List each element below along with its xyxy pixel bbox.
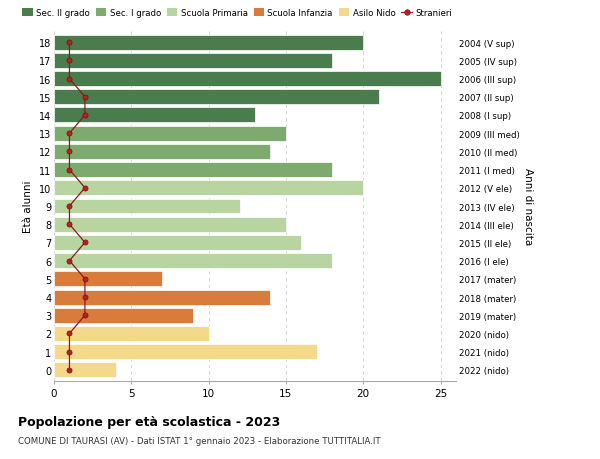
Point	[80, 275, 90, 283]
Text: Popolazione per età scolastica - 2023: Popolazione per età scolastica - 2023	[18, 415, 280, 428]
Point	[65, 57, 74, 65]
Bar	[54, 145, 271, 159]
Bar	[54, 363, 116, 377]
Bar	[54, 72, 440, 87]
Point	[65, 148, 74, 156]
Bar	[54, 308, 193, 323]
Bar	[54, 290, 271, 305]
Point	[65, 167, 74, 174]
Point	[65, 330, 74, 337]
Point	[80, 239, 90, 246]
Legend: Sec. II grado, Sec. I grado, Scuola Primaria, Scuola Infanzia, Asilo Nido, Stran: Sec. II grado, Sec. I grado, Scuola Prim…	[22, 9, 452, 18]
Point	[80, 185, 90, 192]
Bar	[54, 326, 209, 341]
Bar	[54, 90, 379, 105]
Bar	[54, 235, 301, 250]
Y-axis label: Età alunni: Età alunni	[23, 180, 33, 233]
Point	[65, 130, 74, 138]
Bar	[54, 54, 332, 69]
Bar	[54, 254, 332, 269]
Point	[65, 76, 74, 83]
Point	[65, 348, 74, 356]
Bar	[54, 181, 363, 196]
Point	[80, 94, 90, 101]
Bar	[54, 344, 317, 359]
Point	[65, 203, 74, 210]
Point	[65, 221, 74, 229]
Bar	[54, 163, 332, 178]
Point	[80, 294, 90, 301]
Point	[80, 312, 90, 319]
Bar	[54, 126, 286, 141]
Bar	[54, 108, 255, 123]
Bar	[54, 272, 162, 287]
Bar	[54, 217, 286, 232]
Text: COMUNE DI TAURASI (AV) - Dati ISTAT 1° gennaio 2023 - Elaborazione TUTTITALIA.IT: COMUNE DI TAURASI (AV) - Dati ISTAT 1° g…	[18, 436, 380, 445]
Point	[65, 39, 74, 47]
Point	[80, 112, 90, 119]
Bar	[54, 36, 363, 50]
Point	[65, 257, 74, 265]
Y-axis label: Anni di nascita: Anni di nascita	[523, 168, 533, 245]
Point	[65, 366, 74, 374]
Bar	[54, 199, 239, 214]
